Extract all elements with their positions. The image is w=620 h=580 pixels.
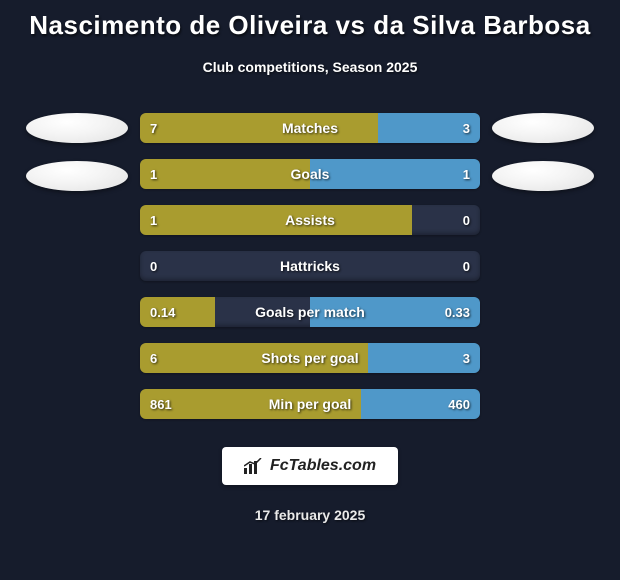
stat-right-value: 0 (463, 205, 470, 235)
stat-left-bar (140, 113, 378, 143)
stat-row: 0 0Hattricks (140, 251, 480, 281)
stat-row: 861460Min per goal (140, 389, 480, 419)
stat-right-value: 3 (463, 343, 470, 373)
left-avatar-column (22, 113, 132, 191)
stat-left-bar (140, 343, 368, 373)
stat-left-value: 6 (150, 343, 157, 373)
stat-right-value: 460 (448, 389, 470, 419)
stat-right-value: 1 (463, 159, 470, 189)
fctables-logo[interactable]: FcTables.com (222, 447, 398, 485)
stat-left-value: 0 (150, 251, 157, 281)
comparison-content: 73Matches11Goals10Assists00Hattricks0.14… (0, 113, 620, 419)
right-avatar-column (488, 113, 598, 191)
stat-left-value: 1 (150, 205, 157, 235)
footer-logo-area: FcTables.com (0, 447, 620, 485)
stat-left-value: 7 (150, 113, 157, 143)
page-title: Nascimento de Oliveira vs da Silva Barbo… (0, 0, 620, 41)
right-club-avatar (492, 161, 594, 191)
right-player-avatar (492, 113, 594, 143)
stat-row: 10Assists (140, 205, 480, 235)
stat-right-value: 0.33 (445, 297, 470, 327)
chart-icon (244, 458, 262, 474)
stat-row: 73Matches (140, 113, 480, 143)
stat-label: Hattricks (140, 251, 480, 281)
subtitle: Club competitions, Season 2025 (0, 59, 620, 75)
left-player-avatar (26, 113, 128, 143)
stat-right-value: 3 (463, 113, 470, 143)
left-club-avatar (26, 161, 128, 191)
stat-left-value: 861 (150, 389, 172, 419)
stat-left-value: 0.14 (150, 297, 175, 327)
stats-bars: 73Matches11Goals10Assists00Hattricks0.14… (140, 113, 480, 419)
stat-row: 11Goals (140, 159, 480, 189)
stat-right-value: 0 (463, 251, 470, 281)
stat-row: 63Shots per goal (140, 343, 480, 373)
stat-left-bar (140, 389, 361, 419)
date-text: 17 february 2025 (0, 507, 620, 523)
stat-left-value: 1 (150, 159, 157, 189)
stat-right-bar (310, 159, 480, 189)
stat-row: 0.140.33Goals per match (140, 297, 480, 327)
stat-left-bar (140, 159, 310, 189)
logo-text: FcTables.com (270, 457, 376, 475)
stat-left-bar (140, 205, 412, 235)
